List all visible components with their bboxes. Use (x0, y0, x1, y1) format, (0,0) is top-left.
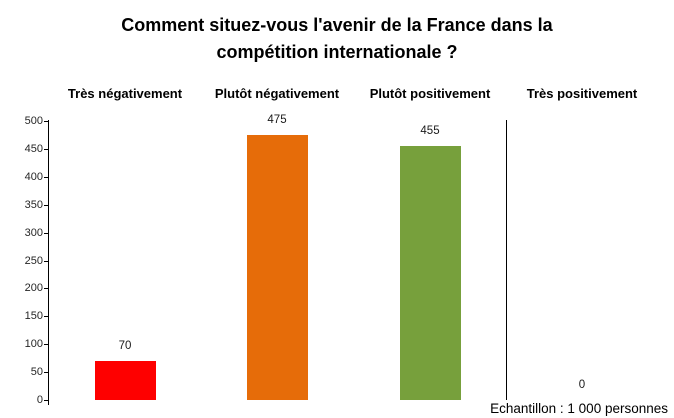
y-axis-label-400: 400 (24, 171, 43, 183)
y-axis-label-450: 450 (24, 143, 43, 155)
y-axis-label-0: 0 (36, 394, 43, 406)
bar-plutot-positivement (400, 146, 461, 400)
y-axis-tick (44, 372, 48, 373)
y-axis-label-150: 150 (24, 310, 43, 322)
y-axis-tick (44, 400, 48, 401)
value-label-plutot-positivement: 455 (420, 125, 440, 137)
y-axis-label-350: 350 (24, 199, 43, 211)
y-axis-label-50: 50 (30, 366, 43, 378)
bar-plutot-negativement (247, 135, 308, 400)
category-divider-line (506, 120, 507, 400)
value-label-tres-negativement: 70 (118, 340, 132, 352)
y-axis-line (48, 120, 49, 405)
y-axis-tick (44, 233, 48, 234)
sample-size-note: Echantillon : 1 000 personnes (490, 401, 668, 416)
y-axis-tick (44, 121, 48, 122)
bar-tres-negativement (95, 361, 156, 400)
y-axis-label-200: 200 (24, 282, 43, 294)
category-label-plutot-positivement: Plutôt positivement (369, 86, 491, 101)
category-label-plutot-negativement: Plutôt négativement (214, 86, 340, 101)
y-axis-label-500: 500 (24, 115, 43, 127)
y-axis-label-100: 100 (24, 338, 43, 350)
chart-title: Comment situez-vous l'avenir de la Franc… (0, 12, 674, 66)
y-axis-label-300: 300 (24, 227, 43, 239)
value-label-tres-positivement: 0 (578, 379, 586, 391)
category-label-tres-positivement: Très positivement (526, 86, 638, 101)
y-axis-tick (44, 288, 48, 289)
y-axis-label-250: 250 (24, 255, 43, 267)
y-axis-tick (44, 149, 48, 150)
y-axis-tick (44, 177, 48, 178)
y-axis-tick (44, 344, 48, 345)
category-label-tres-negativement: Très négativement (67, 86, 183, 101)
y-axis-tick (44, 205, 48, 206)
y-axis-tick (44, 316, 48, 317)
chart-title-line: Comment situez-vous l'avenir de la Franc… (121, 15, 553, 35)
chart-title-line: compétition internationale ? (216, 42, 458, 62)
value-label-plutot-negativement: 475 (267, 114, 287, 126)
y-axis-tick (44, 261, 48, 262)
